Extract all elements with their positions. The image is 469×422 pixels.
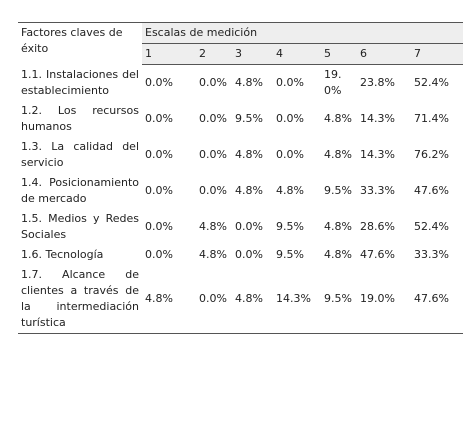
factor-cell: 1.2. Los recursos humanos (21, 104, 139, 133)
value-cell: 0.0% (199, 76, 227, 89)
value-cell: 52.4% (414, 220, 449, 233)
value-cell: 4.8% (142, 265, 196, 334)
value-cell: 0.0% (235, 248, 263, 261)
value-cell: 0.0% (235, 220, 263, 233)
value-cell: 4.8% (199, 220, 227, 233)
value-cell: 23.8% (360, 76, 395, 89)
value-cell: 4.8% (324, 248, 352, 261)
value-cell: 9.5% (321, 265, 357, 334)
value-cell: 4.8% (199, 248, 227, 261)
value-cell: 19.0% (357, 265, 411, 334)
scale-header: Escalas de medición (142, 22, 464, 44)
value-cell: 4.8% (235, 76, 263, 89)
value-cell: 47.6% (360, 248, 395, 261)
level-header: 1 (142, 43, 196, 65)
factor-cell: 1.3. La calidad del servicio (21, 140, 139, 169)
table-row: 1.3. La calidad del servicio 0.0% 0.0% 4.8%… (18, 137, 463, 173)
value-cell: 4.8% (232, 265, 273, 334)
factor-cell: 1.6. Tecnología (21, 248, 104, 261)
value-cell: 0.0% (276, 112, 304, 125)
level-header: 2 (196, 43, 232, 65)
level-header: 7 (411, 43, 464, 65)
table-row: 1.5. Medios y Redes Sociales 0.0% 4.8% 0.0%… (18, 209, 463, 245)
value-cell: 0.0% (199, 184, 227, 197)
value-cell: 4.8% (324, 112, 352, 125)
value-cell: 0.0% (145, 220, 173, 233)
value-cell: 0.0% (145, 248, 173, 261)
factor-cell: 1.7. Alcance de clientes a través de la … (18, 265, 142, 334)
level-header: 5 (321, 43, 357, 65)
level-header: 6 (357, 43, 411, 65)
value-cell: 28.6% (360, 220, 395, 233)
value-cell: 52.4% (414, 76, 449, 89)
value-cell: 4.8% (324, 220, 352, 233)
value-cell: 0.0% (276, 148, 304, 161)
value-cell: 0.0% (145, 112, 173, 125)
value-cell: 9.5% (324, 184, 352, 197)
value-cell: 9.5% (276, 248, 304, 261)
table-row: 1.2. Los recursos humanos 0.0% 0.0% 9.5% 0.0… (18, 101, 463, 137)
factor-cell: 1.4. Posicionamiento de mercado (21, 176, 139, 205)
value-cell: 14.3% (273, 265, 321, 334)
value-cell: 47.6% (414, 184, 449, 197)
value-cell: 47.6% (411, 265, 464, 334)
value-cell: 14.3% (360, 148, 395, 161)
results-table: Factores claves de éxito Escalas de medi… (18, 22, 464, 334)
value-cell: 33.3% (414, 248, 449, 261)
value-cell: 71.4% (414, 112, 449, 125)
level-header: 4 (273, 43, 321, 65)
value-cell: 76.2% (414, 148, 449, 161)
table-row: 1.7. Alcance de clientes a través de la … (18, 265, 464, 334)
table-row: 1.6. Tecnología 0.0% 4.8% 0.0% 9.5% 4.8% 47.6%… (18, 245, 463, 265)
value-cell: 0.0% (196, 265, 232, 334)
value-cell: 14.3% (360, 112, 395, 125)
value-cell: 0.0% (145, 184, 173, 197)
value-cell: 9.5% (235, 112, 263, 125)
value-cell: 33.3% (360, 184, 395, 197)
value-cell: 4.8% (235, 148, 263, 161)
value-cell: 0.0% (199, 148, 227, 161)
value-cell: 9.5% (276, 220, 304, 233)
value-cell: 19.0% (324, 68, 342, 97)
value-cell: 4.8% (324, 148, 352, 161)
factor-cell: 1.5. Medios y Redes Sociales (21, 212, 139, 241)
value-cell: 0.0% (276, 76, 304, 89)
table-row: 1.4. Posicionamiento de mercado 0.0% 0.0% 4… (18, 173, 463, 209)
table-row: 1.1. Instalaciones del establecimiento 0.… (18, 65, 463, 102)
factor-header: Factores claves de éxito (18, 22, 142, 65)
factor-cell: 1.1. Instalaciones del establecimiento (21, 67, 139, 97)
value-cell: 0.0% (145, 148, 173, 161)
value-cell: 0.0% (199, 112, 227, 125)
value-cell: 4.8% (235, 184, 263, 197)
value-cell: 0.0% (145, 76, 173, 89)
level-header: 3 (232, 43, 273, 65)
value-cell: 4.8% (276, 184, 304, 197)
